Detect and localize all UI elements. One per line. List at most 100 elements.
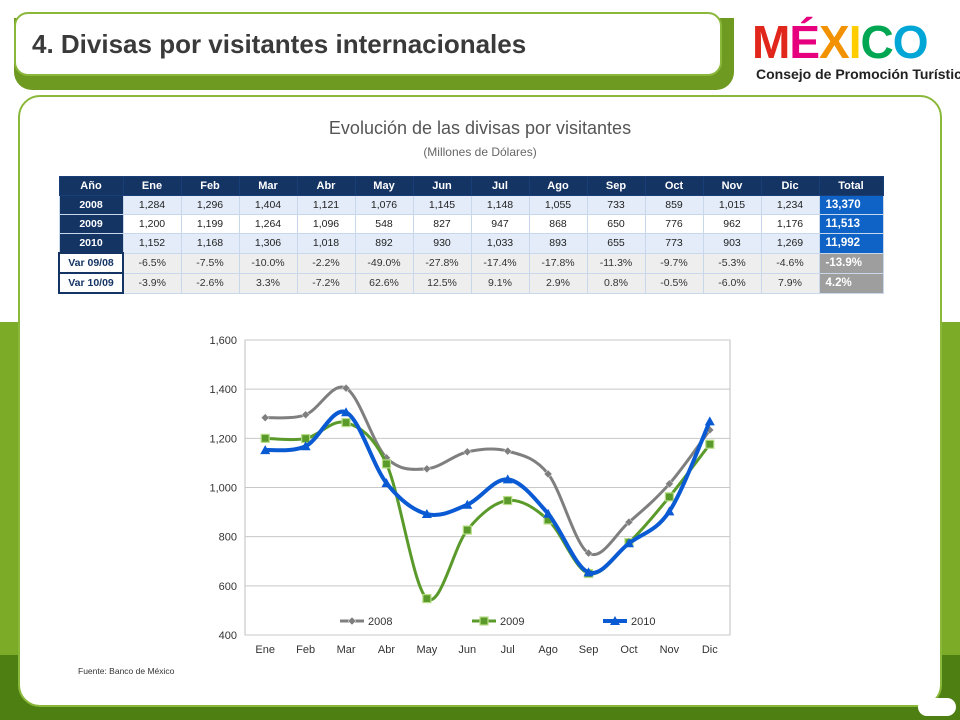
table-cell: 733 xyxy=(586,195,646,215)
table-row: 2008 1,284 1,296 1,404 1,121 1,076 1,145 1,148 1… xyxy=(58,195,884,215)
table-subtitle: (Millones de Dólares) xyxy=(423,145,537,159)
table-cell: 1,200 xyxy=(122,214,182,234)
table-cell: 655 xyxy=(586,233,646,254)
column-header: Sep xyxy=(586,176,646,196)
column-header: Mar xyxy=(238,176,298,196)
series-point-2008 xyxy=(301,410,310,420)
table-cell: 1,055 xyxy=(528,195,588,215)
series-point-2010 xyxy=(704,416,715,426)
mexico-logo-mark: MÉXICO xyxy=(752,16,929,68)
x-tick-label: Ago xyxy=(538,644,558,656)
series-line-2010 xyxy=(265,409,712,575)
series-point-2010 xyxy=(502,474,513,484)
table-cell: 1,121 xyxy=(296,195,356,215)
table-cell: 0.8% xyxy=(586,272,646,294)
table-cell: -0.5% xyxy=(644,272,704,294)
table-cell: 1,296 xyxy=(180,195,240,215)
y-tick-label: 1,400 xyxy=(209,384,237,396)
x-tick-label: Jul xyxy=(501,644,515,656)
column-header: Ene xyxy=(122,176,182,196)
series-point-2010 xyxy=(381,478,392,488)
series-point-2009 xyxy=(664,492,674,502)
table-cell: 827 xyxy=(412,214,472,234)
table-cell: 3.3% xyxy=(238,272,298,294)
table-cell: -6.5% xyxy=(122,252,182,274)
table-header-row: Año Ene Feb Mar Abr May Jun Jul Ago Sep … xyxy=(58,176,884,196)
table-cell: -17.8% xyxy=(528,252,588,274)
series-point-2008 xyxy=(665,479,674,489)
table-cell: -11.3% xyxy=(586,252,646,274)
series-point-2009 xyxy=(705,439,715,449)
table-cell: -6.0% xyxy=(702,272,762,294)
table-cell: 62.6% xyxy=(354,272,414,294)
series-point-2009 xyxy=(381,459,392,469)
series-point-2010 xyxy=(300,441,311,451)
table-cell: -7.5% xyxy=(180,252,240,274)
table-row: Var 09/08 -6.5% -7.5% -10.0% -2.2% -49.0% -27.… xyxy=(58,252,884,274)
table-cell: 930 xyxy=(412,233,472,254)
column-header: Nov xyxy=(702,176,762,196)
table-cell: 1,234 xyxy=(760,195,820,215)
table-cell: 947 xyxy=(470,214,530,234)
table-row: Var 10/09 -3.9% -2.6% 3.3% -7.2% 62.6% 12.5% 9.… xyxy=(58,272,884,294)
x-tick-label: Abr xyxy=(378,644,395,656)
slide-title: 4. Divisas por visitantes internacionale… xyxy=(32,29,527,59)
column-header: Dic xyxy=(760,176,820,196)
total-cell: 4.2% xyxy=(818,272,884,294)
column-header: May xyxy=(354,176,414,196)
x-tick-label: Ene xyxy=(255,644,275,656)
x-tick-label: Dic xyxy=(702,644,718,656)
slide-number-pill xyxy=(918,698,956,716)
column-header: Oct xyxy=(644,176,704,196)
legend-label: 2010 xyxy=(631,616,655,628)
table-cell: -17.4% xyxy=(470,252,530,274)
table-cell: -49.0% xyxy=(354,252,414,274)
table-cell: -7.2% xyxy=(296,272,356,294)
table-cell: 1,284 xyxy=(122,195,182,215)
svg-text:MÉXICO: MÉXICO xyxy=(752,16,928,68)
x-tick-label: Feb xyxy=(296,644,315,656)
total-cell: -13.9% xyxy=(818,252,884,274)
series-point-2010 xyxy=(583,567,594,577)
series-point-2009 xyxy=(341,417,351,428)
table-cell: -27.8% xyxy=(412,252,472,274)
line-chart: 400 600 800 1,000 1,200 1,400 1,600 Ene Feb Mar Ab… xyxy=(209,335,731,656)
row-label: Var 10/09 xyxy=(58,272,124,294)
y-tick-label: 1,600 xyxy=(209,335,237,347)
series-point-2008 xyxy=(462,447,472,457)
column-header: Total xyxy=(818,176,884,196)
legend-marker-2008 xyxy=(347,616,357,626)
table-cell: -9.7% xyxy=(644,252,704,274)
logo-subtitle: Consejo de Promoción Turística xyxy=(756,66,960,82)
x-tick-label: Mar xyxy=(337,644,356,656)
column-header: Jun xyxy=(412,176,472,196)
table-cell: 1,306 xyxy=(238,233,298,254)
table-cell: 1,176 xyxy=(760,214,820,234)
column-header: Año xyxy=(58,176,124,196)
legend-label: 2008 xyxy=(368,616,392,628)
series-point-2010 xyxy=(341,407,352,417)
table-cell: 1,404 xyxy=(238,195,298,215)
series-point-2008 xyxy=(341,383,351,393)
column-header: Feb xyxy=(180,176,240,196)
total-cell: 11,513 xyxy=(818,214,884,234)
table-cell: -5.3% xyxy=(702,252,762,274)
table-title: Evolución de las divisas por visitantes xyxy=(328,118,632,138)
table-cell: 548 xyxy=(354,214,414,234)
row-label: 2008 xyxy=(58,195,124,215)
source-note: Fuente: Banco de México xyxy=(78,666,175,676)
table-cell: 1,269 xyxy=(760,233,820,254)
series-point-2010 xyxy=(664,506,675,516)
table-cell: 9.1% xyxy=(470,272,530,294)
x-tick-label: May xyxy=(416,644,437,656)
table-cell: 2.9% xyxy=(528,272,588,294)
table-cell: 650 xyxy=(586,214,646,234)
title-box: 4. Divisas por visitantes internacionale… xyxy=(14,12,722,76)
table-cell: 1,199 xyxy=(180,214,240,234)
table-cell: 1,076 xyxy=(354,195,414,215)
series-point-2008 xyxy=(584,548,593,558)
y-tick-label: 800 xyxy=(219,532,237,544)
table-cell: 776 xyxy=(644,214,704,234)
table-cell: 1,168 xyxy=(180,233,240,254)
table-cell: 893 xyxy=(528,233,588,254)
